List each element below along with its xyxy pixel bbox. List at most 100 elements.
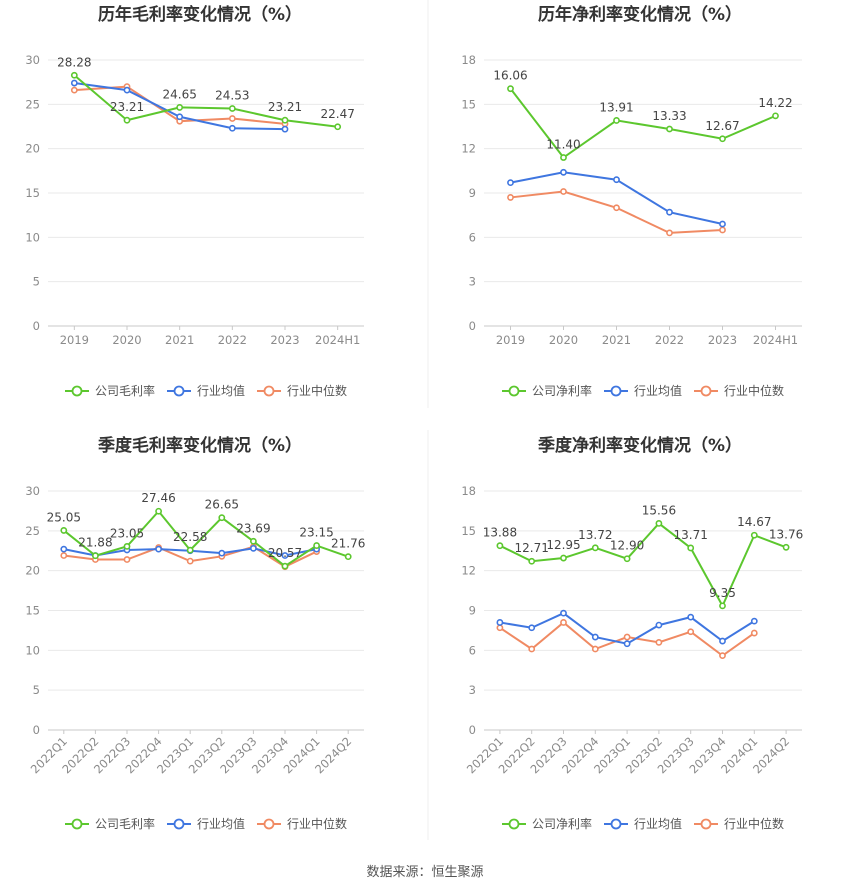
data-point — [249, 544, 257, 552]
chart-3: 季度毛利率变化情况（%）0510152025302022Q12022Q22022… — [25, 435, 365, 831]
legend-item-1: 公司净利率 — [502, 383, 592, 398]
data-point — [782, 543, 790, 551]
data-label: 13.71 — [674, 528, 708, 542]
x-tick-label: 2020 — [549, 333, 578, 347]
data-point — [186, 557, 194, 565]
data-point — [92, 552, 99, 560]
data-point — [560, 554, 567, 562]
data-point — [70, 86, 78, 94]
x-tick-label: 2024H1 — [753, 333, 798, 347]
legend-label: 公司净利率 — [532, 383, 592, 398]
data-label: 14.22 — [758, 96, 792, 110]
legend-label: 行业均值 — [197, 383, 245, 398]
legend-item-3: 行业中位数 — [257, 383, 347, 398]
series-line-1 — [73, 74, 338, 128]
y-tick-label: 15 — [461, 97, 476, 111]
legend-label: 公司毛利率 — [95, 816, 155, 831]
legend-label: 行业中位数 — [287, 383, 347, 398]
data-point — [719, 220, 726, 228]
x-tick-label: 2019 — [60, 333, 89, 347]
y-tick-label: 15 — [25, 186, 40, 200]
data-point — [623, 640, 631, 648]
data-point — [155, 507, 162, 515]
data-point — [560, 619, 567, 626]
x-tick-label: 2024H1 — [315, 333, 360, 347]
series-line-1 — [499, 522, 787, 609]
y-tick-label: 25 — [25, 97, 40, 111]
data-point — [750, 531, 758, 539]
data-point — [218, 514, 226, 522]
y-tick-label: 3 — [469, 275, 476, 289]
data-point — [281, 562, 289, 570]
y-tick-label: 12 — [461, 142, 476, 156]
series-line-3 — [510, 190, 723, 234]
data-point — [666, 229, 673, 237]
chart-title: 历年净利率变化情况（%） — [538, 4, 742, 25]
data-point — [528, 624, 536, 632]
x-tick-label: 2023 — [270, 333, 299, 347]
x-tick-label: 2022 — [218, 333, 247, 347]
legend-label: 行业中位数 — [287, 816, 347, 831]
data-point — [666, 208, 673, 216]
data-point — [613, 204, 620, 212]
data-label: 21.88 — [78, 536, 112, 550]
y-tick-label: 18 — [461, 484, 476, 498]
data-point — [560, 609, 567, 617]
chart-4: 季度净利率变化情况（%）03691215182022Q12022Q22022Q3… — [461, 435, 803, 831]
data-point — [613, 117, 620, 124]
legend-item-1: 公司毛利率 — [65, 383, 155, 398]
data-point — [591, 633, 599, 641]
data-label: 15.56 — [642, 503, 676, 517]
data-point — [218, 549, 226, 557]
data-point — [560, 154, 567, 161]
data-label: 23.69 — [236, 521, 270, 535]
legend-label: 行业中位数 — [724, 816, 784, 831]
data-point — [623, 555, 631, 563]
data-label: 13.76 — [769, 527, 803, 541]
data-point — [750, 629, 758, 637]
y-tick-label: 6 — [469, 643, 476, 657]
data-point — [750, 617, 758, 625]
data-point — [507, 179, 514, 187]
y-tick-label: 15 — [461, 524, 476, 538]
y-tick-label: 9 — [469, 186, 476, 200]
y-tick-label: 10 — [25, 230, 40, 244]
data-label: 20.57 — [268, 546, 302, 560]
y-tick-label: 0 — [33, 723, 40, 737]
x-tick-label: 2021 — [165, 333, 194, 347]
legend-item-3: 行业中位数 — [257, 816, 347, 831]
data-point — [666, 125, 673, 133]
chart-title: 季度净利率变化情况（%） — [538, 435, 742, 456]
data-point — [60, 552, 68, 559]
legend-item-1: 公司净利率 — [502, 816, 592, 831]
data-label: 23.21 — [268, 100, 302, 114]
y-tick-label: 3 — [469, 683, 476, 697]
legend-label: 公司毛利率 — [95, 383, 155, 398]
y-tick-label: 12 — [461, 564, 476, 578]
data-point — [344, 553, 352, 561]
y-tick-label: 5 — [33, 683, 40, 697]
legend-item-3: 行业中位数 — [694, 383, 784, 398]
chart-title: 历年毛利率变化情况（%） — [98, 4, 302, 25]
legend-marker — [71, 818, 83, 830]
data-point — [176, 104, 184, 111]
data-point — [60, 527, 68, 534]
data-point — [655, 638, 663, 646]
legend-label: 行业均值 — [634, 383, 682, 398]
x-tick-label: 2022 — [655, 333, 684, 347]
legend-label: 行业均值 — [634, 816, 682, 831]
data-point — [123, 556, 131, 563]
legend-item-2: 行业均值 — [604, 816, 682, 831]
data-point — [496, 624, 504, 632]
y-tick-label: 20 — [25, 564, 40, 578]
legend-label: 行业中位数 — [724, 383, 784, 398]
data-point — [176, 113, 184, 121]
legend-item-2: 行业均值 — [604, 383, 682, 398]
data-label: 26.65 — [205, 498, 239, 512]
data-point — [613, 176, 620, 184]
legend-marker — [700, 385, 712, 397]
data-label: 9.35 — [709, 586, 736, 600]
data-label: 16.06 — [493, 69, 527, 83]
data-point — [123, 116, 131, 124]
data-point — [655, 621, 663, 629]
